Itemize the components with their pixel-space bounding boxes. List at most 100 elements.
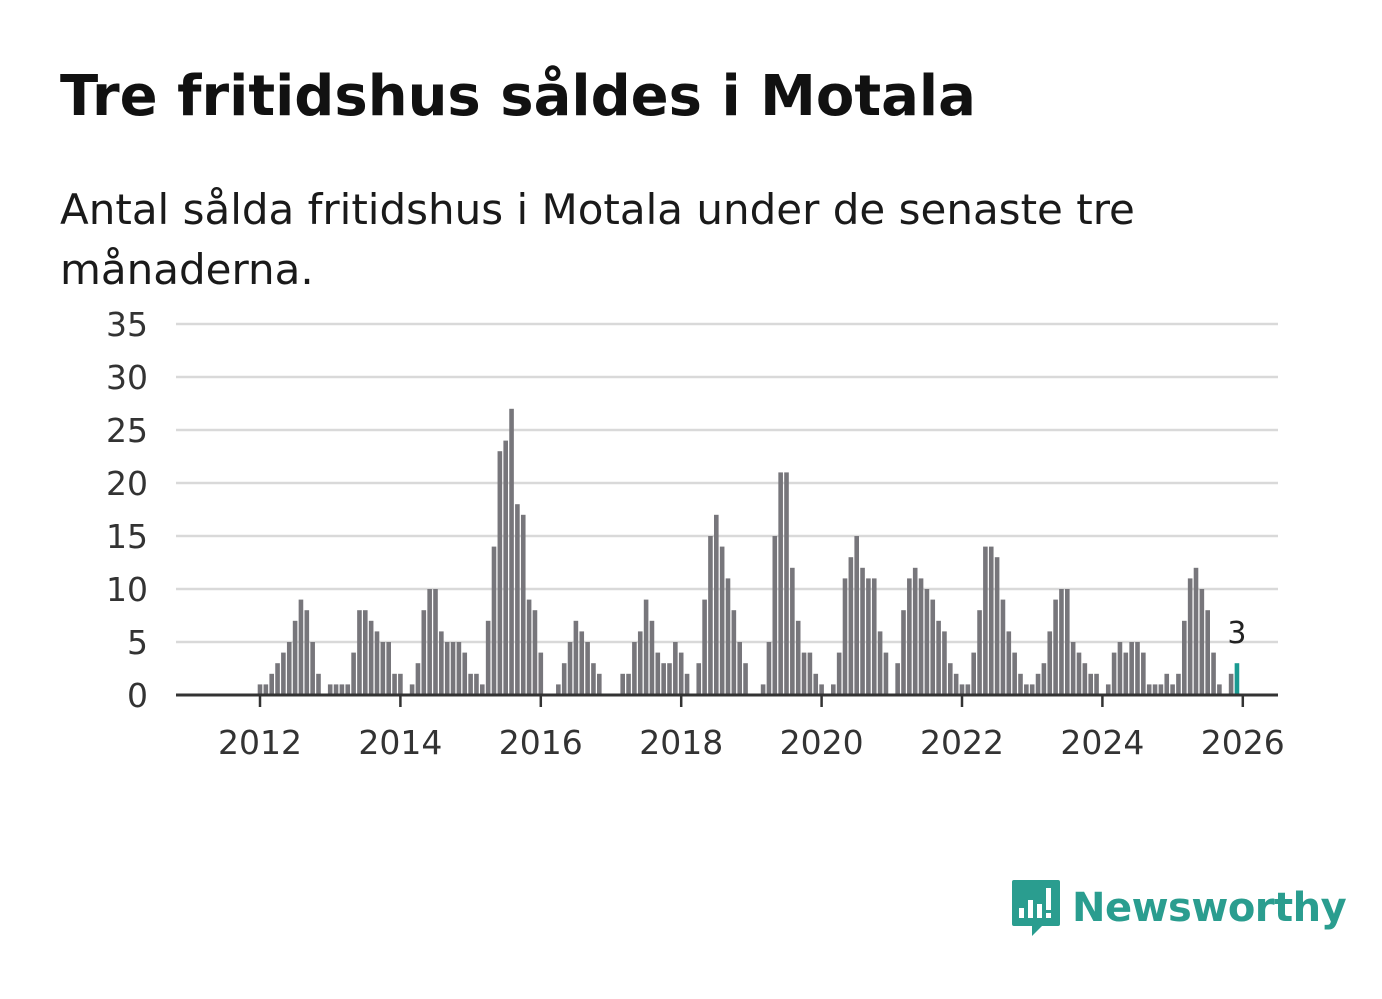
bar	[1187, 578, 1193, 695]
bar	[515, 504, 520, 695]
y-tick-label: 5	[127, 623, 148, 662]
bar	[708, 536, 713, 695]
bar	[1076, 652, 1082, 695]
chart-title: Tre fritidshus såldes i Motala	[60, 64, 976, 129]
bar	[790, 567, 795, 695]
x-tick-label: 2024	[1060, 723, 1144, 762]
bar	[912, 567, 918, 695]
bar	[1105, 684, 1111, 695]
bar	[948, 663, 953, 695]
y-tick-label: 25	[106, 411, 148, 450]
bar	[1041, 663, 1047, 695]
bar	[310, 642, 315, 695]
bar	[760, 684, 766, 695]
bar	[819, 684, 824, 695]
bar	[854, 536, 859, 695]
bar	[731, 610, 737, 695]
bar	[392, 673, 397, 695]
bar	[1170, 684, 1175, 695]
bar	[368, 620, 374, 695]
bar	[866, 578, 871, 695]
bar	[1111, 652, 1117, 695]
bar	[766, 642, 772, 695]
bar	[263, 684, 269, 695]
chart-subtitle: Antal sålda fritidshus i Motala under de…	[60, 185, 1135, 294]
bar	[439, 631, 444, 695]
bar	[877, 631, 883, 695]
bar	[450, 642, 456, 695]
bar	[1088, 673, 1093, 695]
bar	[702, 599, 707, 695]
bar	[988, 546, 994, 695]
bar	[714, 514, 719, 695]
bar	[597, 673, 602, 695]
bar	[374, 631, 380, 695]
bar	[427, 589, 432, 695]
bar	[1211, 652, 1216, 695]
bar	[737, 642, 742, 695]
bar	[696, 663, 702, 695]
bar	[959, 684, 965, 695]
bar	[591, 663, 596, 695]
y-tick-label: 0	[127, 676, 148, 715]
bar	[1129, 642, 1134, 695]
bar	[292, 620, 298, 695]
bar	[421, 610, 427, 695]
bar	[807, 652, 813, 695]
bar	[456, 642, 462, 695]
bar	[1176, 673, 1181, 695]
bar	[573, 620, 579, 695]
bar	[965, 684, 971, 695]
y-tick-label: 10	[106, 570, 148, 609]
bar	[936, 620, 941, 695]
bar	[743, 663, 748, 695]
bar	[1164, 673, 1170, 695]
bar	[784, 472, 789, 695]
bar	[351, 652, 356, 695]
bar	[1123, 652, 1129, 695]
bar	[1152, 684, 1158, 695]
bar	[971, 652, 976, 695]
bar	[1182, 620, 1187, 695]
bar	[357, 610, 362, 695]
bar	[673, 642, 678, 695]
bar	[298, 599, 304, 695]
bar	[386, 642, 391, 695]
bar	[953, 673, 959, 695]
bar	[1146, 684, 1152, 695]
newsworthy-logo: Newsworthy	[1010, 878, 1347, 938]
bar	[286, 642, 292, 695]
annotations: 3	[1227, 616, 1246, 651]
bar	[725, 578, 731, 695]
bar	[275, 663, 280, 695]
latest-value-label: 3	[1227, 616, 1246, 651]
bar	[333, 684, 339, 695]
bar	[871, 578, 877, 695]
x-tick-label: 2026	[1201, 723, 1285, 762]
y-tick-label: 35	[106, 305, 148, 344]
bar	[1141, 652, 1146, 695]
bar	[1135, 642, 1140, 695]
bar	[485, 620, 491, 695]
bar	[883, 652, 889, 695]
bar	[719, 546, 725, 695]
bar	[632, 642, 637, 695]
bar	[924, 589, 930, 695]
x-tick-label: 2012	[218, 723, 302, 762]
bar	[684, 673, 690, 695]
bar	[1053, 599, 1058, 695]
bar	[907, 578, 912, 695]
bar	[649, 620, 655, 695]
bar	[848, 557, 854, 695]
bar	[678, 652, 684, 695]
bar	[538, 652, 544, 695]
bar	[1065, 589, 1070, 695]
bar	[1000, 599, 1006, 695]
bar	[281, 652, 286, 695]
bar	[579, 631, 585, 695]
bar	[1018, 673, 1023, 695]
x-axis	[176, 693, 1278, 707]
bar	[977, 610, 982, 695]
bar	[532, 610, 538, 695]
